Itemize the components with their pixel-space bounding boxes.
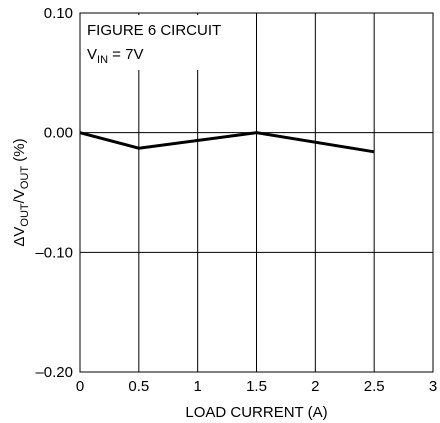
x-tick-label: 0 xyxy=(76,378,84,395)
annotation-line2: VIN = 7V xyxy=(87,46,143,66)
y-label-sub2: OUT xyxy=(19,166,31,190)
y-label-prefix: ΔV xyxy=(11,227,28,247)
y-tick-label: 0.10 xyxy=(44,5,73,22)
x-tick-label: 2.5 xyxy=(364,378,385,395)
tick-labels: 0 0.5 1 1.5 2 2.5 3 0.10 0.00 –0.10 –0.20 xyxy=(35,5,437,395)
series-line xyxy=(79,131,375,154)
annotation-background xyxy=(82,15,242,70)
x-tick-label: 3 xyxy=(429,378,437,395)
y-label-suffix: (%) xyxy=(11,138,28,166)
series-group xyxy=(79,131,375,154)
y-label-sub1: OUT xyxy=(19,203,31,227)
annotation-vin-v: V xyxy=(87,46,97,63)
x-tick-label: 0.5 xyxy=(128,378,149,395)
y-tick-label: –0.10 xyxy=(35,244,73,261)
y-tick-label: 0.00 xyxy=(44,125,73,142)
y-axis-label: ΔVOUT/VOUT (%) xyxy=(11,138,31,246)
x-tick-label: 1.5 xyxy=(246,378,267,395)
x-axis-label: LOAD CURRENT (A) xyxy=(185,404,327,421)
x-tick-label: 2 xyxy=(311,378,319,395)
y-tick-label: –0.20 xyxy=(35,364,73,381)
annotation-vin-value: = 7V xyxy=(108,46,143,63)
annotation-line1: FIGURE 6 CIRCUIT xyxy=(87,22,221,39)
plot-frame xyxy=(79,12,434,373)
x-tick-label: 1 xyxy=(193,378,201,395)
annotation: FIGURE 6 CIRCUIT VIN = 7V xyxy=(82,15,242,70)
y-label-mid: /V xyxy=(11,189,28,203)
annotation-vin-sub: IN xyxy=(97,54,108,66)
